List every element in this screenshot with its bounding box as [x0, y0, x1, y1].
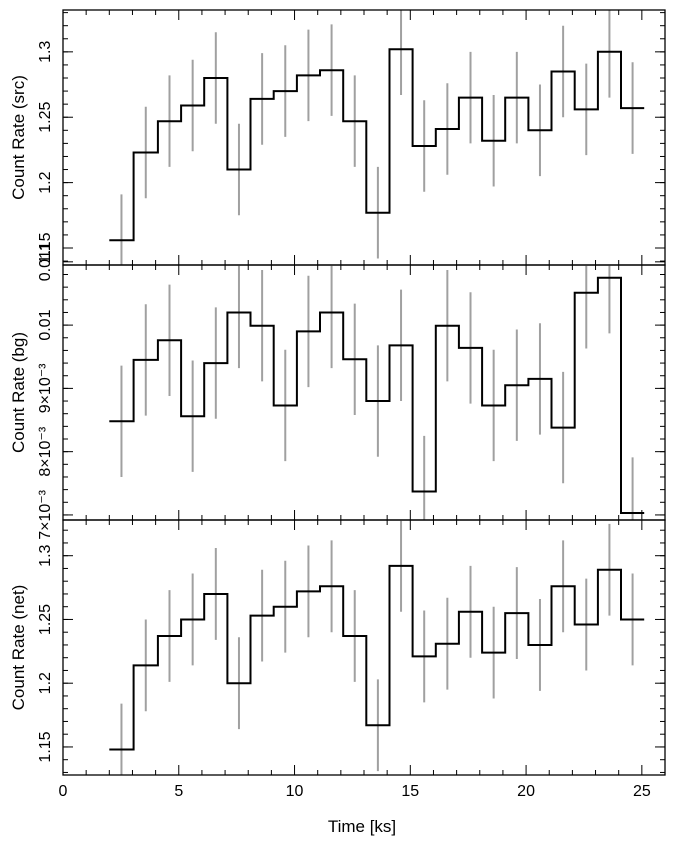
y-tick-label: 1.2	[37, 672, 54, 694]
step-series-2	[109, 276, 645, 514]
x-axis: Time [ks] 0 5 10 15 20 25	[59, 783, 651, 836]
y-tick-label: 1.3	[37, 41, 54, 63]
y-tick-label: 1.3	[37, 544, 54, 566]
y-axis-title: Count Rate (bg)	[9, 332, 28, 453]
x-tick-label: 20	[517, 783, 535, 800]
x-tick-label: 5	[174, 783, 183, 800]
panel-2: 7×10⁻³ 8×10⁻³ 9×10⁻³ 0.01 0.011 Count Rate (b…	[9, 242, 666, 540]
y-tick-label: 1.25	[37, 102, 54, 133]
y-tick-label: 1.15	[37, 731, 54, 762]
step-series-3	[109, 564, 645, 751]
y-tick-label: 7×10⁻³	[37, 489, 54, 539]
y-tick-label: 1.15	[37, 232, 54, 263]
panel-frame	[62, 9, 666, 266]
y-tick-label: 0.01	[37, 309, 54, 340]
panel-3: 1.15 1.2 1.25 1.3 Count Rate (net)	[9, 519, 666, 776]
y-tick-label: 1.25	[37, 604, 54, 635]
panel-frame	[62, 519, 666, 776]
panels-layer: 1.15 1.2 1.25 1.3 Count Rate (src) 7×10⁻³ 8×10…	[9, 9, 666, 776]
y-tick-label: 1.2	[37, 171, 54, 193]
x-axis-title: Time [ks]	[328, 817, 396, 836]
x-tick-label: 25	[633, 783, 651, 800]
y-tick-label: 9×10⁻³	[37, 363, 54, 413]
x-tick-label: 15	[401, 783, 419, 800]
step-series-1	[109, 48, 645, 242]
panel-1: 1.15 1.2 1.25 1.3 Count Rate (src)	[9, 9, 666, 266]
y-axis-title: Count Rate (net)	[9, 585, 28, 711]
x-tick-label: 0	[59, 783, 68, 800]
y-tick-label: 0.011	[37, 242, 54, 281]
y-tick-label: 8×10⁻³	[37, 426, 54, 476]
y-axis-title: Count Rate (src)	[9, 75, 28, 200]
x-tick-label: 10	[286, 783, 304, 800]
